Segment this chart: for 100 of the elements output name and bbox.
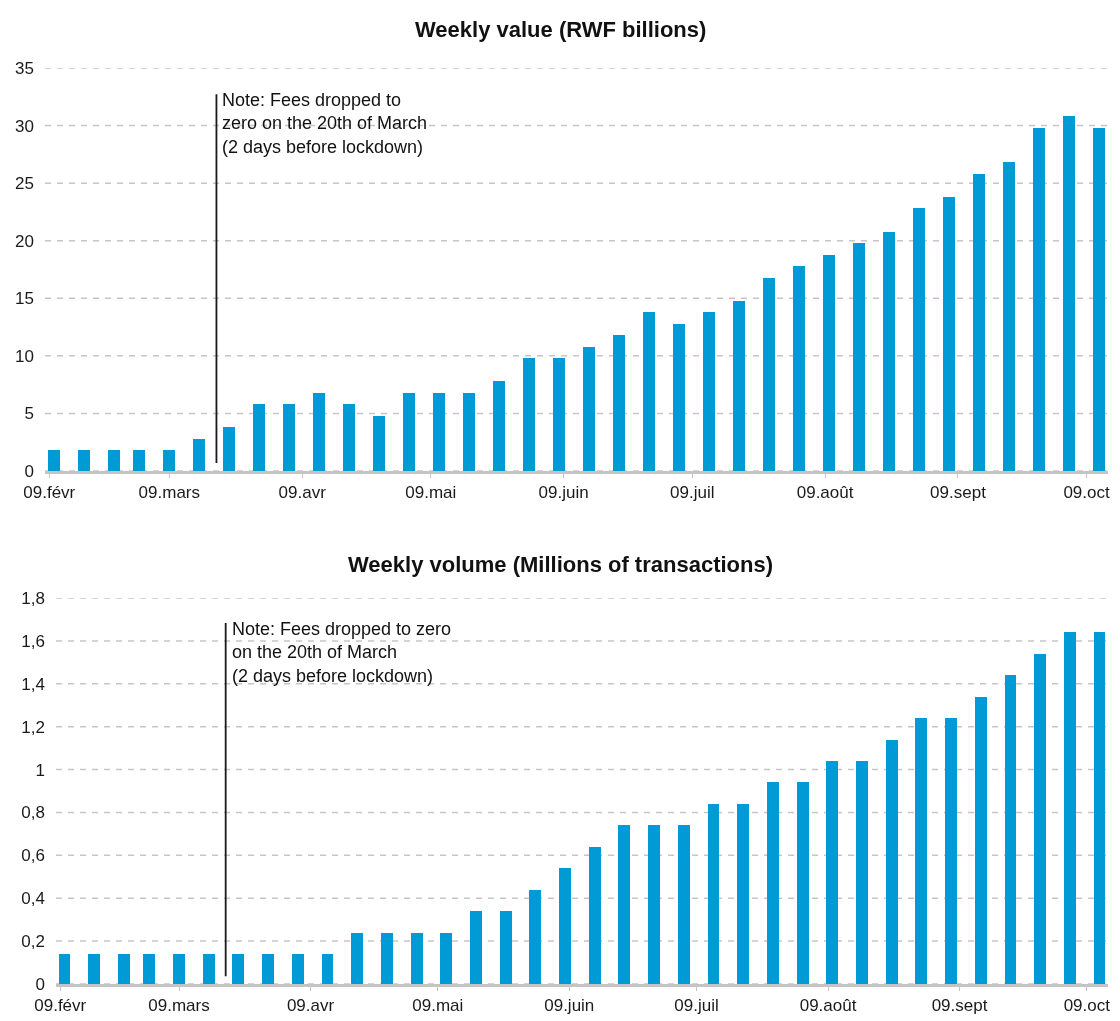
bar bbox=[292, 954, 304, 984]
bar bbox=[440, 933, 452, 984]
bar bbox=[523, 358, 535, 471]
bar bbox=[883, 232, 895, 471]
bar bbox=[322, 954, 333, 984]
bar bbox=[1063, 116, 1075, 471]
bar bbox=[1064, 632, 1076, 984]
bar bbox=[463, 393, 475, 471]
bar bbox=[975, 697, 987, 984]
y-tick-label: 15 bbox=[15, 289, 34, 309]
x-tick-label: 09.mai bbox=[412, 996, 464, 1016]
ref-line-label: Note: Fees dropped to zero on the 20th of March (2 days before lockdown) bbox=[232, 619, 452, 686]
x-tick-label: 09.mars bbox=[138, 483, 201, 503]
bar bbox=[823, 255, 835, 471]
bar bbox=[1094, 632, 1105, 984]
y-tick-label: 0,4 bbox=[21, 889, 45, 909]
bar bbox=[973, 174, 985, 471]
x-tick-label: 09.juil bbox=[674, 996, 719, 1016]
bar bbox=[381, 933, 393, 984]
y-tick-label: 0 bbox=[35, 974, 45, 994]
bar bbox=[763, 278, 775, 471]
x-tick-label: 09.mars bbox=[148, 996, 210, 1016]
y-tick-label: 1,6 bbox=[21, 631, 45, 651]
bar bbox=[886, 740, 898, 984]
bar bbox=[945, 718, 957, 984]
bar bbox=[411, 933, 423, 984]
bar bbox=[223, 427, 235, 471]
bar bbox=[232, 954, 244, 984]
x-tick-label: 09.sept bbox=[930, 483, 987, 503]
bar bbox=[470, 911, 482, 984]
bar bbox=[253, 404, 265, 471]
bar bbox=[767, 782, 779, 984]
bar bbox=[613, 335, 625, 471]
bar bbox=[943, 197, 955, 471]
ref-line-label: Note: Fees dropped to zero on the 20th of March (2 days before lockdown) bbox=[222, 90, 428, 157]
bar bbox=[703, 312, 715, 471]
bar bbox=[343, 404, 355, 471]
bar bbox=[143, 954, 155, 984]
y-tick-label: 0,2 bbox=[21, 932, 45, 952]
y-tick-label: 0,8 bbox=[21, 803, 45, 823]
x-tick-label: 09.avr bbox=[286, 996, 335, 1016]
y-tick-label: 1 bbox=[35, 760, 45, 780]
bar bbox=[493, 381, 505, 471]
y-tick-label: 5 bbox=[24, 404, 34, 424]
bar bbox=[553, 358, 565, 471]
bar bbox=[648, 825, 660, 984]
x-tick-label: 09.août bbox=[796, 483, 854, 503]
chart-title: Weekly volume (Millions of transactions) bbox=[348, 552, 774, 577]
bar bbox=[351, 933, 363, 984]
bar bbox=[559, 868, 571, 984]
bar bbox=[856, 761, 868, 984]
bar bbox=[133, 450, 145, 471]
bar bbox=[500, 911, 512, 984]
y-tick-label: 0,6 bbox=[21, 846, 45, 866]
x-tick-label: 09.sept bbox=[931, 996, 988, 1016]
bar bbox=[173, 954, 185, 984]
chart-title: Weekly value (RWF billions) bbox=[415, 17, 707, 42]
bar bbox=[678, 825, 690, 984]
bar bbox=[1033, 128, 1045, 471]
bar bbox=[589, 847, 601, 984]
y-tick-label: 1,4 bbox=[21, 674, 45, 694]
x-tick-label: 09.août bbox=[799, 996, 857, 1016]
x-tick-label: 09.juin bbox=[538, 483, 589, 503]
x-tick-label: 09.juin bbox=[544, 996, 595, 1016]
x-tick-label: 09.oct bbox=[1063, 996, 1111, 1016]
bar bbox=[433, 393, 445, 471]
y-tick-label: 1,8 bbox=[21, 588, 45, 608]
y-tick-label: 20 bbox=[15, 231, 34, 251]
bar bbox=[1093, 128, 1105, 471]
bar bbox=[203, 954, 215, 984]
bar bbox=[737, 804, 749, 984]
bar bbox=[793, 266, 805, 471]
x-tick-label: 09.févr bbox=[34, 996, 87, 1016]
y-tick-label: 1,2 bbox=[21, 717, 45, 737]
bar bbox=[1034, 654, 1046, 984]
x-tick-label: 09.févr bbox=[23, 483, 76, 503]
x-tick-label: 09.mai bbox=[405, 483, 457, 503]
bar bbox=[913, 208, 925, 471]
bar bbox=[1005, 675, 1016, 984]
x-tick-label: 09.avr bbox=[278, 483, 327, 503]
bar bbox=[313, 393, 325, 471]
y-tick-label: 30 bbox=[15, 116, 34, 136]
y-tick-label: 0 bbox=[24, 461, 34, 481]
y-tick-label: 25 bbox=[15, 174, 34, 194]
x-tick-label: 09.oct bbox=[1063, 483, 1110, 503]
bar bbox=[583, 347, 595, 471]
y-tick-label: 35 bbox=[15, 58, 34, 78]
bar bbox=[733, 301, 745, 471]
y-tick-label: 10 bbox=[15, 346, 34, 366]
bar bbox=[163, 450, 175, 471]
x-tick-label: 09.juil bbox=[670, 483, 715, 503]
bar bbox=[643, 312, 655, 471]
bar bbox=[529, 890, 541, 984]
bar bbox=[1003, 162, 1015, 471]
bar bbox=[797, 782, 809, 984]
bar bbox=[283, 404, 295, 471]
bar bbox=[262, 954, 274, 984]
bar bbox=[826, 761, 838, 984]
bar bbox=[708, 804, 719, 984]
bar bbox=[373, 416, 385, 471]
